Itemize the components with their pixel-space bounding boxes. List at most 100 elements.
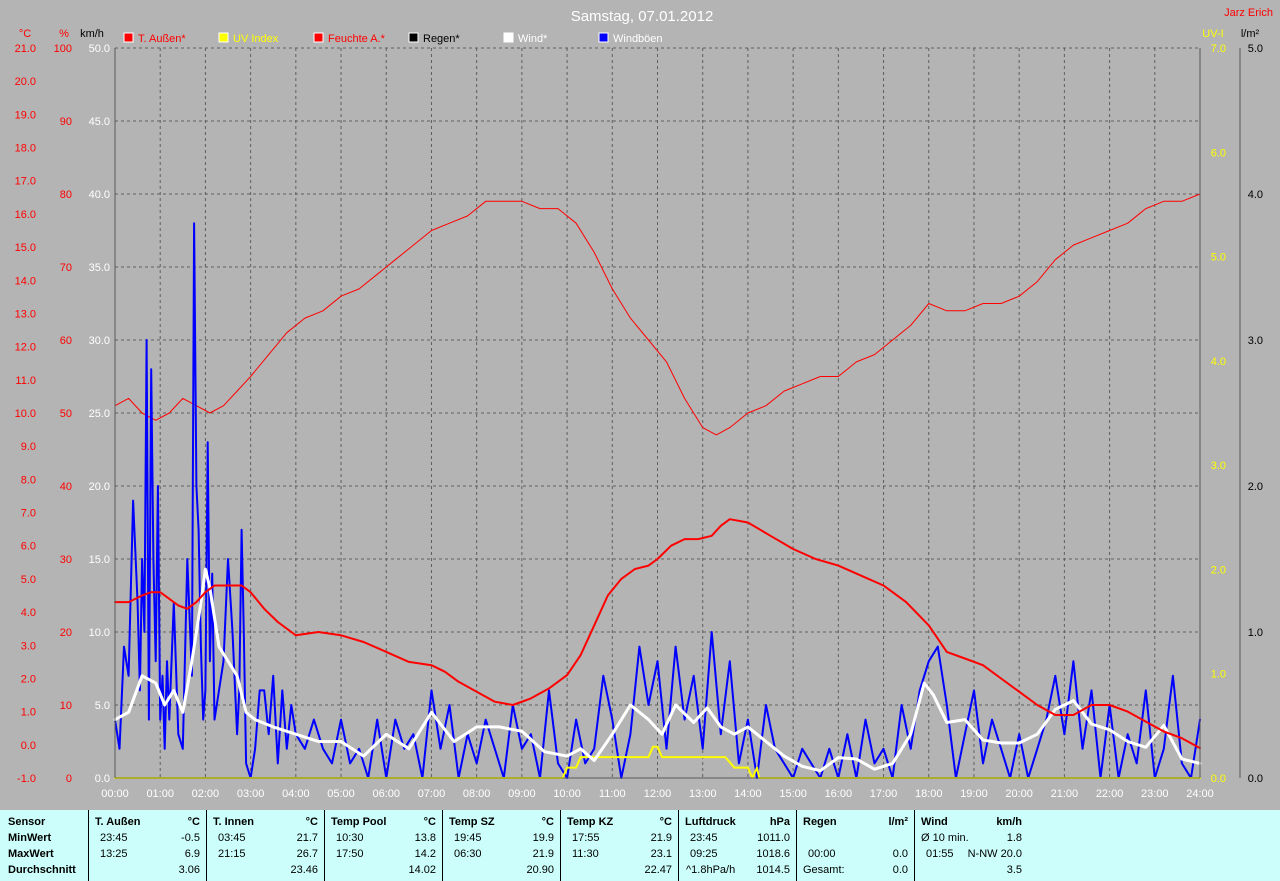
- x-tick-label: 19:00: [960, 788, 988, 800]
- y-tick-label-temp: 20.0: [15, 76, 36, 88]
- y-tick-label-temp: 7.0: [21, 508, 36, 520]
- x-tick-label: 07:00: [418, 788, 446, 800]
- col-name: Wind: [921, 816, 948, 828]
- y-tick-label-temp: 5.0: [21, 574, 36, 586]
- column-divider: [560, 810, 561, 881]
- x-tick-label: 13:00: [689, 788, 717, 800]
- col-unit: °C: [541, 816, 554, 828]
- column-divider: [206, 810, 207, 881]
- y-tick-label-temp: 19.0: [15, 109, 36, 121]
- x-tick-label: 09:00: [508, 788, 536, 800]
- avg-value: 0.0: [892, 864, 908, 876]
- x-tick-label: 02:00: [192, 788, 220, 800]
- min-value: 13.8: [414, 832, 436, 844]
- y-tick-label-temp: 4.0: [21, 607, 36, 619]
- x-tick-label: 12:00: [644, 788, 672, 800]
- column-divider: [796, 810, 797, 881]
- legend-swatch-uv: [218, 32, 229, 43]
- avg-value: 20.90: [526, 864, 554, 876]
- y-tick-label-rain: 0.0: [1248, 773, 1263, 785]
- min-time: 10:30: [336, 832, 364, 844]
- x-tick-label: 01:00: [146, 788, 174, 800]
- x-tick-label: 04:00: [282, 788, 310, 800]
- weather-chart: 00:00 01:00 02:00 03:00 04:00 05:00 06:00 07:00…: [15, 7, 1273, 800]
- y-tick-label-temp: 21.0: [15, 43, 36, 55]
- chart-title: Samstag, 07.01.2012: [571, 8, 714, 25]
- y-tick-label-temp: 10.0: [15, 408, 36, 420]
- y-tick-label-temp: 8.0: [21, 474, 36, 486]
- y-tick-label-wind: 35.0: [89, 262, 110, 274]
- column-divider: [324, 810, 325, 881]
- max-value: 26.7: [296, 848, 318, 860]
- y-tick-label-humidity: 60: [60, 335, 72, 347]
- x-tick-label: 15:00: [779, 788, 807, 800]
- y-tick-label-temp: 2.0: [21, 673, 36, 685]
- y-tick-label-wind: 45.0: [89, 116, 110, 128]
- x-tick-label: 17:00: [870, 788, 898, 800]
- legend-swatch-wind: [503, 32, 514, 43]
- col-name: Regen: [803, 816, 837, 828]
- row-label-max: MaxWert: [8, 848, 54, 860]
- avg-value: 23.46: [290, 864, 318, 876]
- y-tick-label-temp: 18.0: [15, 143, 36, 155]
- y-tick-label-temp: 16.0: [15, 209, 36, 221]
- x-tick-label: 05:00: [327, 788, 355, 800]
- max-time: 00:00: [808, 848, 836, 860]
- min-value: 1.8: [1006, 832, 1022, 844]
- row-label-sensor: Sensor: [8, 816, 46, 828]
- avg-value: 3.06: [178, 864, 200, 876]
- x-tick-label: 06:00: [372, 788, 400, 800]
- min-time: 17:55: [572, 832, 600, 844]
- max-value: 1018.6: [756, 848, 790, 860]
- legend-label-humidity: Feuchte A.*: [328, 33, 386, 45]
- max-value: 14.2: [414, 848, 436, 860]
- y-tick-label-humidity: 90: [60, 116, 72, 128]
- unit-humidity: %: [59, 28, 69, 40]
- y-tick-label-uv: 6.0: [1211, 147, 1226, 159]
- series-line-humidity-pct: [114, 193, 1201, 436]
- x-tick-label: 03:00: [237, 788, 265, 800]
- max-time: 06:30: [454, 848, 482, 860]
- x-tick-label: 14:00: [734, 788, 762, 800]
- y-tick-label-temp: 14.0: [15, 275, 36, 287]
- y-tick-label-humidity: 0: [66, 773, 72, 785]
- legend-label-wind: Wind*: [518, 33, 548, 45]
- y-tick-label-wind: 10.0: [89, 627, 110, 639]
- legend: T. Außen* UV Index Feuchte A.* Regen* Wi…: [123, 32, 663, 45]
- col-unit: °C: [423, 816, 436, 828]
- min-value: 21.9: [650, 832, 672, 844]
- col-unit: °C: [659, 816, 672, 828]
- y-tick-label-rain: 4.0: [1248, 189, 1263, 201]
- y-tick-label-humidity: 30: [60, 554, 72, 566]
- x-tick-label: 11:00: [599, 788, 626, 800]
- min-value: 21.7: [296, 832, 318, 844]
- y-tick-label-wind: 0.0: [95, 773, 110, 785]
- max-time: 01:55: [926, 848, 954, 860]
- x-tick-label: 23:00: [1141, 788, 1169, 800]
- y-tick-label-wind: 40.0: [89, 189, 110, 201]
- x-tick-label: 08:00: [463, 788, 491, 800]
- avg-note: ^1.8hPa/h: [686, 864, 736, 876]
- y-tick-label-uv: 0.0: [1211, 773, 1226, 785]
- col-name: Luftdruck: [685, 816, 736, 828]
- y-tick-label-temp: 1.0: [21, 707, 36, 719]
- min-time: 23:45: [100, 832, 128, 844]
- max-time: 09:25: [690, 848, 718, 860]
- avg-note: Gesamt:: [803, 864, 845, 876]
- x-tick-label: 16:00: [825, 788, 853, 800]
- y-tick-label-uv: 1.0: [1211, 669, 1226, 681]
- y-tick-label-wind: 50.0: [89, 43, 110, 55]
- unit-temp: °C: [19, 28, 31, 40]
- y-tick-label-temp: 17.0: [15, 176, 36, 188]
- min-time: 23:45: [690, 832, 718, 844]
- x-tick-label: 22:00: [1096, 788, 1124, 800]
- y-tick-label-rain: 3.0: [1248, 335, 1263, 347]
- max-time: 13:25: [100, 848, 128, 860]
- legend-label-gust: Windböen: [613, 33, 663, 45]
- col-name: Temp KZ: [567, 816, 614, 828]
- y-tick-label-uv: 5.0: [1211, 252, 1226, 264]
- y-tick-label-temp: 15.0: [15, 242, 36, 254]
- y-tick-label-temp: 0.0: [21, 740, 36, 752]
- y-tick-label-temp: 11.0: [15, 375, 36, 387]
- legend-label-rain: Regen*: [423, 33, 460, 45]
